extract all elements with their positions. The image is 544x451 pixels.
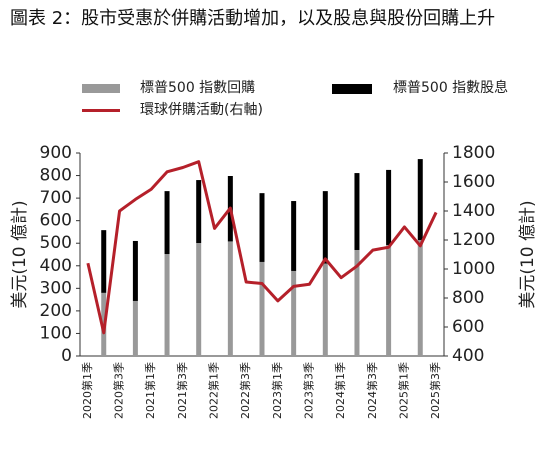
bar	[386, 169, 392, 246]
y2-tick-label: 1600	[452, 172, 495, 192]
y2-tick-label: 600	[452, 317, 484, 337]
bar	[132, 240, 138, 301]
legend-swatch	[332, 84, 372, 94]
bar	[386, 245, 392, 356]
y-tick-label: 100	[40, 323, 72, 343]
bar	[322, 263, 328, 356]
bar	[164, 191, 170, 255]
bar	[417, 159, 423, 241]
x-tick-label: 2021第1季	[143, 362, 157, 419]
x-tick-label: 2020第3季	[112, 362, 126, 419]
y-tick-label: 600	[40, 211, 72, 231]
x-tick-label: 2020第1季	[80, 362, 94, 419]
y-tick-label: 500	[40, 233, 72, 253]
bar	[259, 261, 265, 356]
x-tick-label: 2023第3季	[301, 362, 315, 419]
legend-label: 標普500 指數股息	[393, 80, 509, 96]
y-tick-label: 400	[40, 256, 72, 276]
x-tick-label: 2023第1季	[270, 362, 284, 419]
x-tick-label: 2024第1季	[333, 362, 347, 419]
y-tick-label: 900	[40, 143, 72, 163]
legend-swatch	[82, 109, 120, 112]
y-axis-label: 美元(10 億計)	[10, 200, 30, 308]
legend-label: 標普500 指數回購	[140, 80, 256, 96]
x-tick-label: 2025第3季	[428, 362, 442, 419]
y-tick-label: 700	[40, 188, 72, 208]
y-tick-label: 800	[40, 166, 72, 186]
x-tick-label: 2025第1季	[396, 362, 410, 419]
bar	[291, 270, 297, 356]
bar	[101, 230, 107, 293]
y2-tick-label: 1800	[452, 143, 495, 163]
x-tick-label: 2021第3季	[175, 362, 189, 419]
bar	[196, 180, 202, 243]
chart-title: 圖表 2：股市受惠於併購活動增加，以及股息與股份回購上升	[10, 8, 496, 29]
bar	[259, 193, 265, 262]
y-tick-label: 200	[40, 301, 72, 321]
legend-swatch	[82, 84, 120, 93]
bar	[291, 201, 297, 271]
bar	[196, 242, 202, 356]
x-tick-label: 2022第1季	[207, 362, 221, 419]
y2-tick-label: 1200	[452, 230, 495, 250]
y2-axis-label: 美元(10 億計)	[518, 200, 538, 308]
bar	[354, 173, 360, 250]
bar	[354, 249, 360, 356]
y2-tick-label: 1000	[452, 259, 495, 279]
y2-tick-label: 400	[452, 346, 484, 366]
line	[86, 160, 438, 335]
bar	[227, 241, 233, 356]
bar	[417, 240, 423, 356]
bar	[322, 191, 328, 264]
bar	[164, 254, 170, 356]
y2-tick-label: 800	[452, 288, 484, 308]
y2-tick-label: 1400	[452, 201, 495, 221]
legend-label: 環球併購活動(右軸)	[140, 102, 263, 118]
y-tick-label: 0	[61, 346, 72, 366]
bar	[132, 300, 138, 356]
x-tick-label: 2022第3季	[238, 362, 252, 419]
y-tick-label: 300	[40, 278, 72, 298]
x-tick-label: 2024第3季	[365, 362, 379, 419]
